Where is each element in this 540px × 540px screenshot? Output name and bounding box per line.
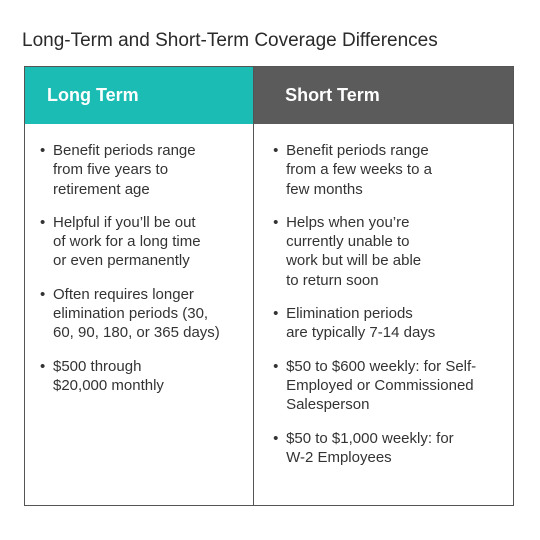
bullet-line: Helps when you’re [286, 213, 410, 231]
bullet-line: Employed or Commissioned [286, 376, 474, 394]
bullet-item: Benefit periods range from five years tor… [40, 141, 253, 199]
bullet-item: $50 to $600 weekly: for Self-Employed or… [273, 357, 513, 415]
bullet-line: $50 to $1,000 weekly: for [286, 429, 454, 447]
comparison-table: Long Term Benefit periods range from five … [24, 66, 514, 506]
bullet-item: Often requires longer elimination periods… [40, 285, 253, 343]
bullet-line: Elimination periods [286, 305, 413, 323]
bullet-line: of work for a long time [53, 233, 201, 251]
bullet-line: few months [286, 180, 363, 198]
title: Long-Term and Short-Term Coverage Differ… [22, 30, 438, 51]
bullet-line: Salesperson [286, 396, 370, 414]
bullet-item: $500 through$20,000 monthly [40, 357, 253, 396]
bullet-item: Helpful if you’ll be out of work for a lo… [40, 213, 253, 271]
bullet-line: $20,000 monthly [53, 376, 164, 394]
bullet-line: from five years to [53, 161, 169, 179]
column-heading: Long Term [25, 67, 254, 124]
bullet-line: $500 through [53, 357, 142, 375]
bullet-line: to return soon [286, 271, 379, 289]
bullet-line: Benefit periods range [286, 142, 429, 159]
bullet-line: Often requires longer [53, 285, 194, 303]
bullet-line: 60, 90, 180, or 365 days) [53, 324, 220, 342]
bullet-line: Benefit periods range [53, 142, 196, 159]
bullet-line: Helpful if you’ll be out [53, 213, 196, 231]
bullet-item: Benefit periods range from a few weeks to… [273, 141, 513, 199]
bullet-line: elimination periods (30, [53, 305, 209, 323]
bullet-line: retirement age [53, 180, 150, 198]
column-heading: Short Term [254, 67, 513, 124]
column: Short Term Benefit periods range from a fe… [253, 67, 513, 505]
column-body: Benefit periods range from five years tor… [25, 124, 253, 395]
bullet-item: Helps when you’re currently unable towork… [273, 213, 513, 290]
column-body: Benefit periods range from a few weeks to… [254, 124, 513, 467]
bullet-line: $50 to $600 weekly: for Self- [286, 357, 477, 375]
bullet-line: from a few weeks to a [286, 161, 432, 179]
bullet-line: W-2 Employees [286, 448, 392, 466]
column: Long Term Benefit periods range from five … [25, 67, 254, 505]
bullet-line: are typically 7-14 days [286, 324, 436, 342]
bullet-line: work but will be able [286, 252, 422, 270]
bullet-line: currently unable to [286, 233, 410, 251]
bullet-line: or even permanently [53, 252, 190, 270]
